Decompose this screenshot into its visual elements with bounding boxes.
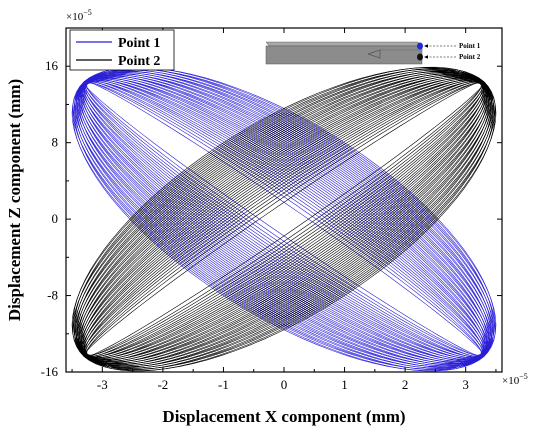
x-tick-label: 1 — [341, 377, 348, 392]
legend-box — [69, 29, 175, 71]
series-1-loop — [77, 73, 491, 365]
series-1-loop — [80, 76, 488, 362]
series-1-loop — [71, 66, 497, 372]
series-1-loop — [78, 73, 490, 365]
y-tick-label: -8 — [47, 288, 58, 303]
series-2-loop — [79, 74, 489, 364]
series-1-loop — [85, 81, 483, 357]
series-2-loop — [74, 68, 494, 370]
series-2-loop — [77, 73, 491, 365]
series-1-loop — [76, 71, 492, 367]
series-2-loop — [84, 80, 484, 358]
series-1-loop — [84, 79, 484, 359]
series-2-loop — [78, 74, 490, 364]
x-axis-exponent: ×10−5 — [502, 372, 528, 387]
series-1-loop — [84, 81, 484, 357]
x-tick-label: 3 — [462, 377, 469, 392]
series-2-loop — [71, 66, 497, 372]
series-2-loop — [81, 77, 487, 361]
series-1-loop — [73, 68, 495, 370]
beam-crack — [367, 49, 381, 59]
series-2-loop — [84, 79, 484, 359]
beam-top-face — [265, 41, 422, 47]
series-1 — [71, 66, 497, 372]
series-2-loop — [77, 72, 491, 366]
x-tick-label: 0 — [281, 377, 288, 392]
series-2-loop — [80, 76, 488, 362]
x-tick-label: -3 — [97, 377, 108, 392]
y-axis-title: Displacement Z component (mm) — [5, 79, 24, 321]
x-tick-label: -1 — [218, 377, 229, 392]
series-2-loop — [76, 71, 492, 367]
series-2-loop — [85, 81, 483, 357]
series-2-loop — [72, 67, 496, 371]
y-axis-exponent: ×10−5 — [66, 8, 92, 23]
y-tick-label: -16 — [41, 364, 59, 379]
series-1-loop — [74, 68, 494, 370]
y-tick-label: 0 — [52, 211, 59, 226]
inset-marker-point-1 — [417, 42, 423, 50]
inset-label-point-2: Point 2 — [459, 53, 481, 61]
series-1-loop — [72, 67, 496, 371]
y-tick-label: 16 — [45, 58, 59, 73]
series-1-loop — [81, 77, 487, 361]
series-2-loop — [75, 69, 493, 369]
inset-arrowhead-point-2 — [424, 55, 428, 59]
series-1-loop — [75, 69, 493, 369]
series-1-loop — [85, 81, 483, 357]
series-1-loop — [77, 72, 491, 366]
beam-front-face — [265, 45, 423, 65]
series-1-loop — [72, 67, 496, 371]
inset-beam-diagram: Point 1 Point 2 — [265, 41, 481, 65]
legend-label-point-2: Point 2 — [118, 54, 160, 69]
series-layer — [71, 66, 497, 372]
ticks-layer: -3 -2 -1 0 1 2 3 -16 -8 0 8 16 — [41, 27, 502, 392]
series-1-loop — [84, 80, 484, 358]
series-2 — [71, 66, 497, 372]
series-2-loop — [73, 68, 495, 370]
y-tick-label: 8 — [52, 135, 59, 150]
series-2-loop — [81, 77, 487, 361]
series-2-loop — [72, 67, 496, 371]
series-2-loop — [85, 81, 483, 357]
inset-label-point-1: Point 1 — [459, 42, 481, 50]
series-2-loop — [78, 73, 490, 365]
x-axis-title: Displacement X component (mm) — [162, 407, 405, 426]
series-2-loop — [84, 81, 484, 357]
series-2-loop — [74, 69, 494, 369]
series-1-loop — [79, 74, 489, 364]
x-tick-label: 2 — [402, 377, 409, 392]
x-tick-label: -2 — [157, 377, 168, 392]
series-1-loop — [74, 69, 494, 369]
legend-label-point-1: Point 1 — [118, 36, 160, 51]
series-1-loop — [81, 77, 487, 361]
legend: Point 1 Point 2 — [69, 29, 175, 71]
series-1-loop — [78, 74, 490, 364]
inset-arrowhead-point-1 — [424, 44, 428, 48]
inset-marker-point-2 — [417, 53, 423, 61]
